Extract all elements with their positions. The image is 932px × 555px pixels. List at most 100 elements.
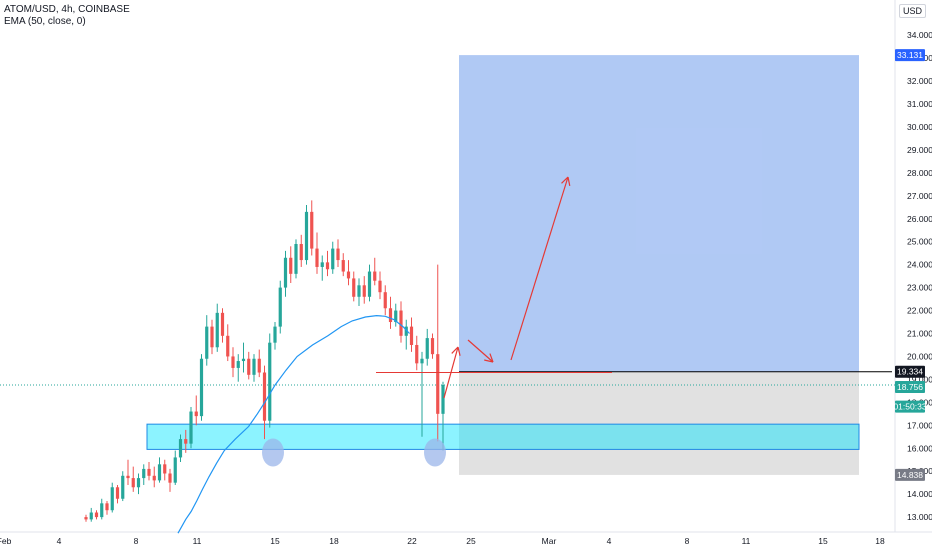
candle-body: [121, 475, 125, 499]
candle-body: [399, 310, 403, 336]
candle-body: [346, 271, 351, 279]
y-tick-label: 16.000: [907, 443, 932, 453]
candle: [367, 264, 372, 302]
x-tick-label: 11: [742, 536, 751, 546]
candle-body: [241, 358, 246, 362]
arrow-shaft: [467, 339, 494, 363]
candle: [278, 280, 282, 334]
candle: [373, 257, 377, 286]
candle: [126, 459, 130, 485]
stop-zone[interactable]: [459, 371, 859, 475]
candle-body: [184, 439, 188, 444]
y-tick-label: 30.000: [907, 122, 932, 132]
price-label-bg: [895, 49, 925, 62]
candle-body: [357, 285, 361, 297]
candle: [294, 239, 298, 279]
candle: [404, 319, 408, 350]
candle-body: [126, 475, 130, 479]
price-label-target: 33.131: [895, 49, 925, 62]
trend-arrow[interactable]: [467, 339, 494, 363]
candle-body: [315, 248, 319, 267]
candle-body: [283, 257, 288, 288]
target-zone[interactable]: [459, 55, 859, 372]
candle: [310, 200, 314, 256]
candle-body: [409, 326, 414, 345]
y-tick-label: 31.000: [907, 99, 932, 109]
price-label-text: 18.756: [897, 382, 923, 392]
candle-body: [257, 358, 261, 373]
x-tick-label: 4: [607, 536, 612, 546]
candle-body: [168, 473, 172, 483]
candle: [252, 354, 256, 382]
price-label-bg: [895, 468, 925, 481]
candle-body: [226, 335, 230, 357]
candle: [231, 347, 235, 378]
currency-button[interactable]: USD: [898, 4, 926, 18]
symbol-title: ATOM/USD, 4h, COINBASE: [4, 4, 130, 15]
ema-line: [177, 314, 410, 534]
x-tick-label: 8: [134, 536, 139, 546]
candle-body: [110, 487, 114, 511]
candle-body: [278, 287, 282, 327]
candle-body: [247, 358, 251, 375]
x-tick-label: 4: [57, 536, 62, 546]
candle-body: [394, 310, 398, 323]
candle: [131, 466, 135, 492]
candle: [436, 264, 440, 442]
candle: [325, 250, 330, 277]
candle: [184, 429, 188, 453]
trend-arrow[interactable]: [510, 176, 571, 361]
low-marker-ellipse[interactable]: [262, 438, 284, 467]
candle-body: [189, 411, 193, 444]
trend-arrow[interactable]: [443, 346, 461, 399]
candle: [210, 319, 214, 355]
candle-body: [367, 271, 372, 297]
candle: [152, 466, 156, 488]
low-marker-ellipse[interactable]: [424, 438, 446, 467]
candle: [247, 351, 251, 380]
price-label-entry: 19.334: [895, 365, 925, 378]
support-zone[interactable]: [146, 423, 860, 450]
candle: [273, 322, 277, 350]
candle: [420, 351, 424, 437]
candle-body: [441, 385, 445, 414]
candle-body: [325, 262, 330, 270]
price-label-bg: [895, 365, 925, 378]
y-tick-label: 21.000: [907, 329, 932, 339]
candle-body: [147, 468, 151, 476]
candle: [236, 354, 240, 382]
y-tick-label: 14.000: [907, 489, 932, 499]
candle: [220, 308, 225, 343]
candle-body: [252, 358, 256, 375]
candle-body: [336, 248, 340, 261]
candle-body: [404, 326, 408, 336]
candle-body: [84, 517, 88, 520]
price-label-text: 14.838: [897, 470, 923, 480]
candle-body: [131, 478, 135, 488]
y-tick-label: 28.000: [907, 168, 932, 178]
indicator-label: EMA (50, close, 0): [4, 16, 86, 27]
price-label-bg: [895, 400, 925, 413]
candle-body: [199, 358, 204, 417]
candle-body: [100, 503, 104, 518]
candle: [357, 278, 361, 306]
candle: [378, 271, 382, 300]
candle: [194, 395, 198, 426]
candle-body: [378, 280, 382, 293]
x-tick-label: 15: [270, 536, 280, 546]
candle: [226, 324, 230, 362]
candle-body: [436, 354, 440, 414]
candle-body: [220, 312, 225, 336]
candle-body: [262, 372, 267, 421]
candle-body: [231, 356, 235, 368]
y-tick-label: 27.000: [907, 191, 932, 201]
candle: [168, 468, 172, 492]
candle: [163, 459, 167, 481]
candle-body: [142, 468, 146, 479]
y-tick-label: 24.000: [907, 260, 932, 270]
candle: [336, 239, 340, 267]
arrow-head: [451, 346, 459, 354]
candle: [121, 471, 125, 502]
